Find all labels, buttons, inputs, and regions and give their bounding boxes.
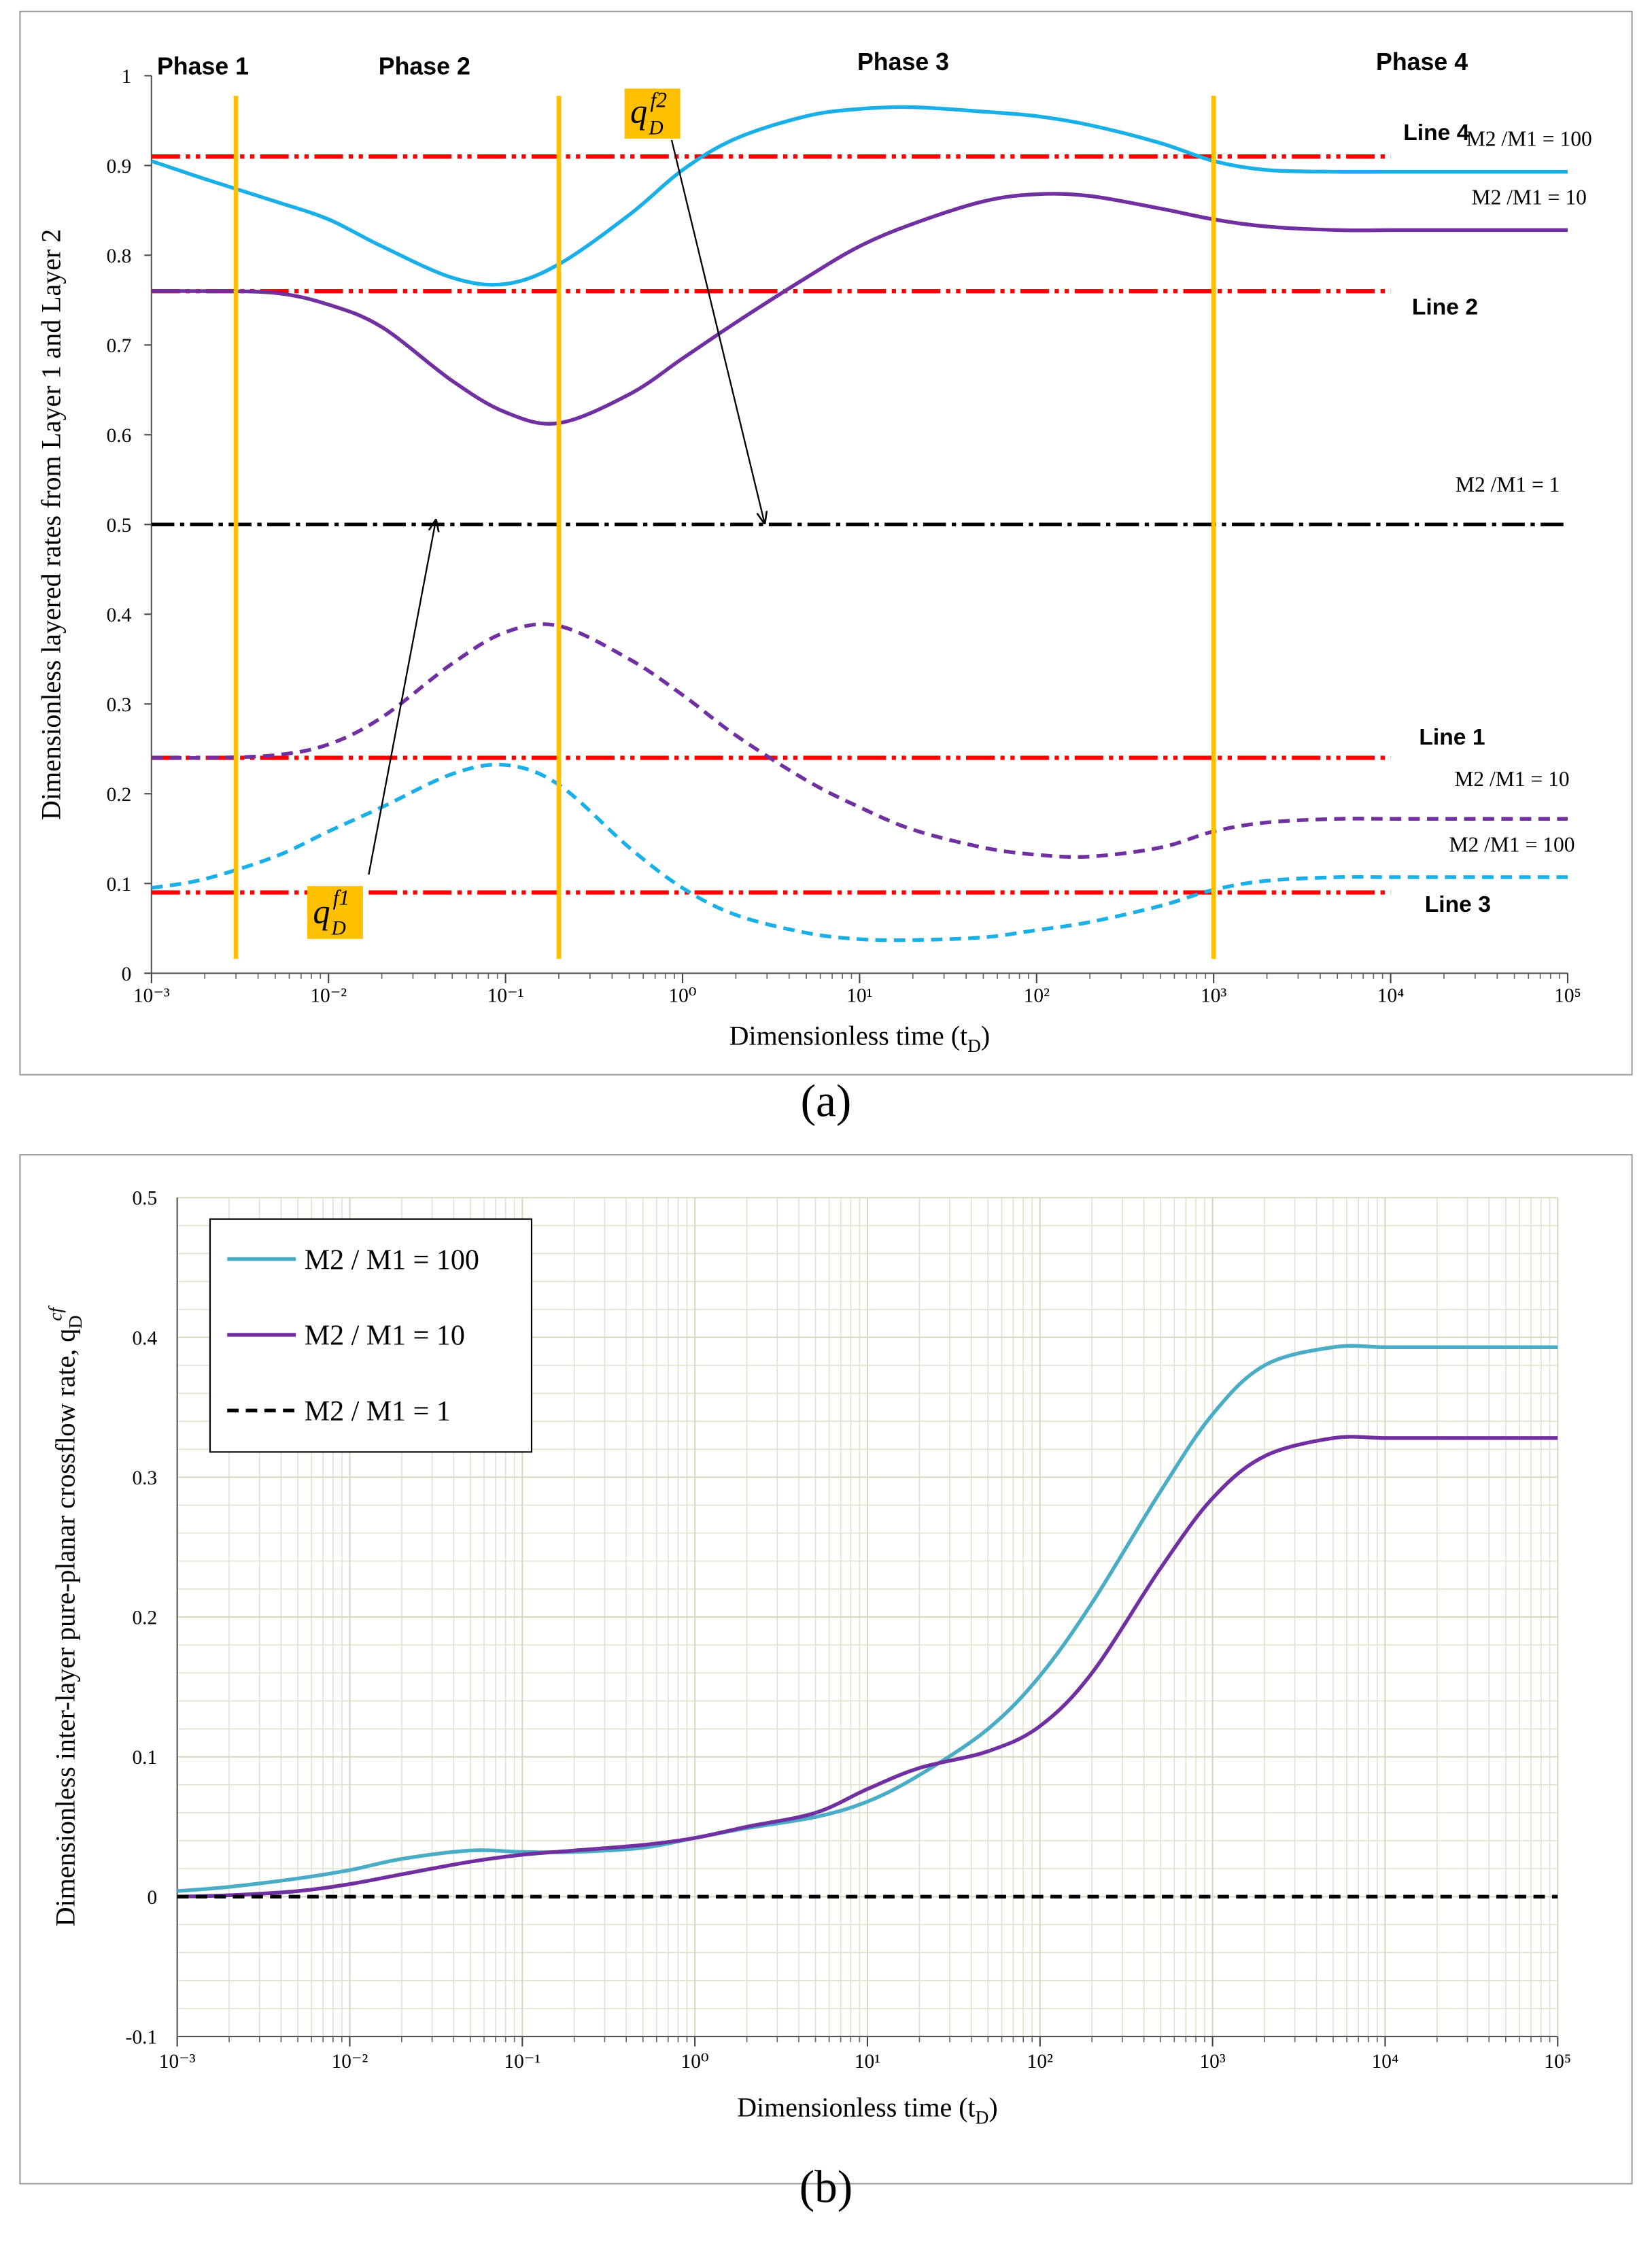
axis-label-part: Dimensionless time (t	[729, 1020, 967, 1051]
panel-border	[19, 10, 1633, 1076]
axis-label-part: D	[65, 1315, 86, 1329]
phase-label: Phase 1	[157, 52, 249, 80]
curve-label: M2 /M1 = 10	[1472, 186, 1587, 209]
x-tick-label: 10¹	[855, 2051, 880, 2073]
series-line	[177, 1344, 1558, 1893]
y-tick-label: 1	[122, 66, 132, 88]
axis-label-part: Dimensionless time (t	[737, 2092, 975, 2123]
x-tick-label: 10⁻²	[332, 2051, 368, 2073]
annotation-text: q	[313, 893, 330, 931]
curve-label: M2 /M1 = 10	[1454, 767, 1569, 791]
y-tick-label: 0.3	[107, 694, 132, 716]
y-label-group: Dimensionless layered rates from Layer 1…	[35, 229, 66, 820]
axis-label-part: Dimensionless layered rates from Layer 1…	[35, 229, 66, 820]
curve-label: M2 /M1 = 100	[1466, 126, 1592, 150]
x-tick-label: 10⁰	[668, 985, 696, 1006]
y-tick-label: 0.7	[107, 335, 132, 357]
curve-label: M2 /M1 = 1	[1456, 473, 1560, 496]
y-tick-label: 0	[122, 964, 132, 985]
x-tick-label: 10⁻³	[159, 2051, 196, 2073]
y-tick-label: 0.3	[132, 1467, 157, 1489]
axis-label-part: cf	[45, 1306, 65, 1321]
phase-label: Phase 4	[1376, 48, 1468, 75]
y-tick-label: 0	[148, 1887, 158, 1909]
axis-label-part: Dimensionless inter-layer pure-planar cr…	[50, 1329, 80, 1926]
x-tick-label: 10⁵	[1544, 2051, 1571, 2073]
annotation-text: q	[630, 92, 647, 131]
line-label: Line 4	[1403, 120, 1469, 146]
annotation-arrow	[670, 139, 765, 523]
y-tick-label: 0.4	[107, 604, 132, 626]
y-tick-label: 0.2	[107, 784, 132, 806]
panel-border	[19, 1154, 1633, 2185]
chart: 10⁻³ 10⁻² 10⁻¹ 10⁰ 10¹ 10² 10³ 10⁴ 10⁵ 0 0.1 0.2 0.3…	[35, 48, 1591, 1126]
y-tick-label: 0.2	[132, 1607, 157, 1629]
y-tick-label: 0.6	[107, 425, 132, 447]
series-line	[177, 1435, 1558, 1899]
axis-label: Dimensionless inter-layer pure-planar cr…	[45, 1306, 85, 1927]
annotation-sub: D	[331, 918, 346, 940]
y-tick-label: 0.1	[107, 874, 132, 896]
x-tick-label: 10⁻³	[133, 985, 170, 1006]
series-line	[151, 762, 1568, 942]
axis-label: Dimensionless layered rates from Layer 1…	[35, 229, 66, 820]
chart: 10⁻³ 10⁻² 10⁻¹ 10⁰ 10¹ 10² 10³ 10⁴ 10⁵ -0.1 0 0.1 0.…	[45, 1188, 1571, 2213]
x-tick-label: 10⁴	[1377, 985, 1405, 1006]
series-line	[151, 192, 1568, 426]
x-tick-label: 10²	[1024, 985, 1050, 1006]
x-tick-label: 10¹	[846, 985, 872, 1006]
annotation-sup: f2	[650, 88, 667, 112]
axis-label: Dimensionless time (tD)	[729, 1020, 990, 1056]
x-tick-label: 10⁻¹	[487, 985, 524, 1006]
phase-label: Phase 3	[857, 48, 949, 75]
y-tick-label: 0.5	[132, 1188, 157, 1210]
annotation-box	[624, 88, 681, 139]
annotation-sub: D	[648, 118, 663, 139]
x-tick-label: 10⁴	[1372, 2051, 1399, 2073]
x-tick-label: 10³	[1201, 985, 1226, 1006]
curve-label: M2 /M1 = 100	[1449, 833, 1574, 857]
line-label: Line 1	[1419, 725, 1485, 750]
phase-label: Phase 2	[379, 52, 470, 80]
line-label: Line 2	[1412, 294, 1478, 320]
axis-label-part: )	[981, 1020, 990, 1051]
legend-label: M2 / M1 = 1	[305, 1396, 451, 1427]
x-tick-label: 10⁰	[681, 2051, 709, 2073]
series-line	[151, 622, 1568, 859]
legend-label: M2 / M1 = 10	[305, 1321, 465, 1352]
annotation-sup: f1	[333, 885, 350, 909]
axis-label-part: D	[967, 1036, 981, 1056]
y-tick-label: 0.5	[107, 515, 132, 537]
caption: (b)	[799, 2162, 853, 2213]
series-line	[150, 105, 1568, 287]
axis-label-part: D	[976, 2107, 989, 2128]
x-tick-label: 10⁵	[1554, 985, 1581, 1006]
x-tick-label: 10²	[1027, 2051, 1053, 2073]
x-tick-label: 10⁻¹	[504, 2051, 540, 2073]
y-tick-label: 0.9	[107, 156, 132, 177]
axis-label-part: )	[988, 2092, 997, 2123]
line-label: Line 3	[1425, 892, 1491, 917]
y-tick-label: 0.1	[132, 1747, 157, 1769]
annotation-arrow	[368, 520, 436, 875]
y-tick-label: -0.1	[126, 2026, 158, 2048]
annotation-box	[307, 886, 363, 939]
x-tick-label: 10⁻²	[310, 985, 347, 1006]
axis-label: Dimensionless time (tD)	[737, 2092, 997, 2128]
y-label-group: Dimensionless inter-layer pure-planar cr…	[45, 1306, 85, 1927]
legend-label: M2 / M1 = 100	[305, 1244, 479, 1276]
caption: (a)	[801, 1075, 852, 1126]
y-tick-label: 0.4	[132, 1327, 157, 1349]
y-tick-label: 0.8	[107, 245, 132, 267]
x-tick-label: 10³	[1199, 2051, 1225, 2073]
